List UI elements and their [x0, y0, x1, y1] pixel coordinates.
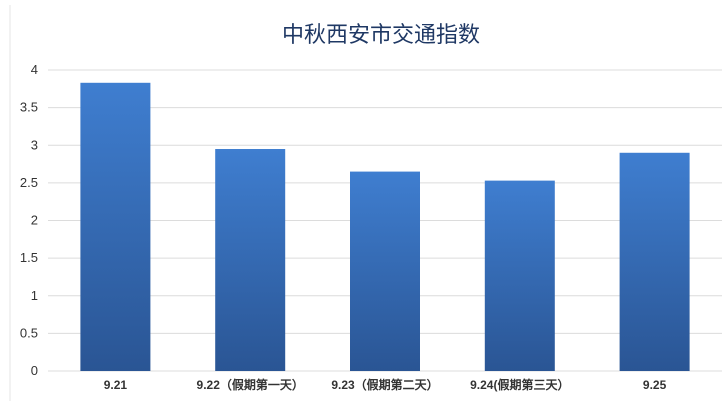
x-tick-label: 9.22（假期第一天）	[197, 377, 304, 392]
x-tick-label: 9.21	[104, 378, 128, 392]
x-axis-ticks: 9.21 9.22（假期第一天） 9.23（假期第二天） 9.24(假期第三天） 9.2…	[104, 377, 667, 392]
bar-4	[484, 180, 555, 371]
y-tick-label: 2	[31, 213, 38, 228]
bar-1	[80, 82, 151, 371]
chart-title: 中秋西安市交通指数	[282, 23, 480, 48]
x-tick-label: 9.25	[643, 378, 667, 392]
bar-5	[619, 152, 690, 371]
y-tick-label: 3.5	[20, 100, 38, 115]
y-axis-ticks: 0 0.5 1 1.5 2 2.5 3 3.5 4	[20, 62, 38, 378]
bar-3	[350, 171, 420, 371]
y-tick-label: 0	[31, 363, 38, 378]
bar-2	[215, 149, 286, 371]
y-tick-label: 3	[31, 137, 38, 152]
y-tick-label: 1.5	[20, 250, 38, 265]
y-tick-label: 4	[31, 62, 38, 77]
x-tick-label: 9.23（假期第二天）	[331, 377, 438, 392]
x-tick-label: 9.24(假期第三天）	[470, 377, 569, 392]
y-tick-label: 0.5	[20, 325, 38, 340]
bars	[80, 82, 690, 371]
y-tick-label: 1	[31, 288, 38, 303]
y-tick-label: 2.5	[20, 175, 38, 190]
